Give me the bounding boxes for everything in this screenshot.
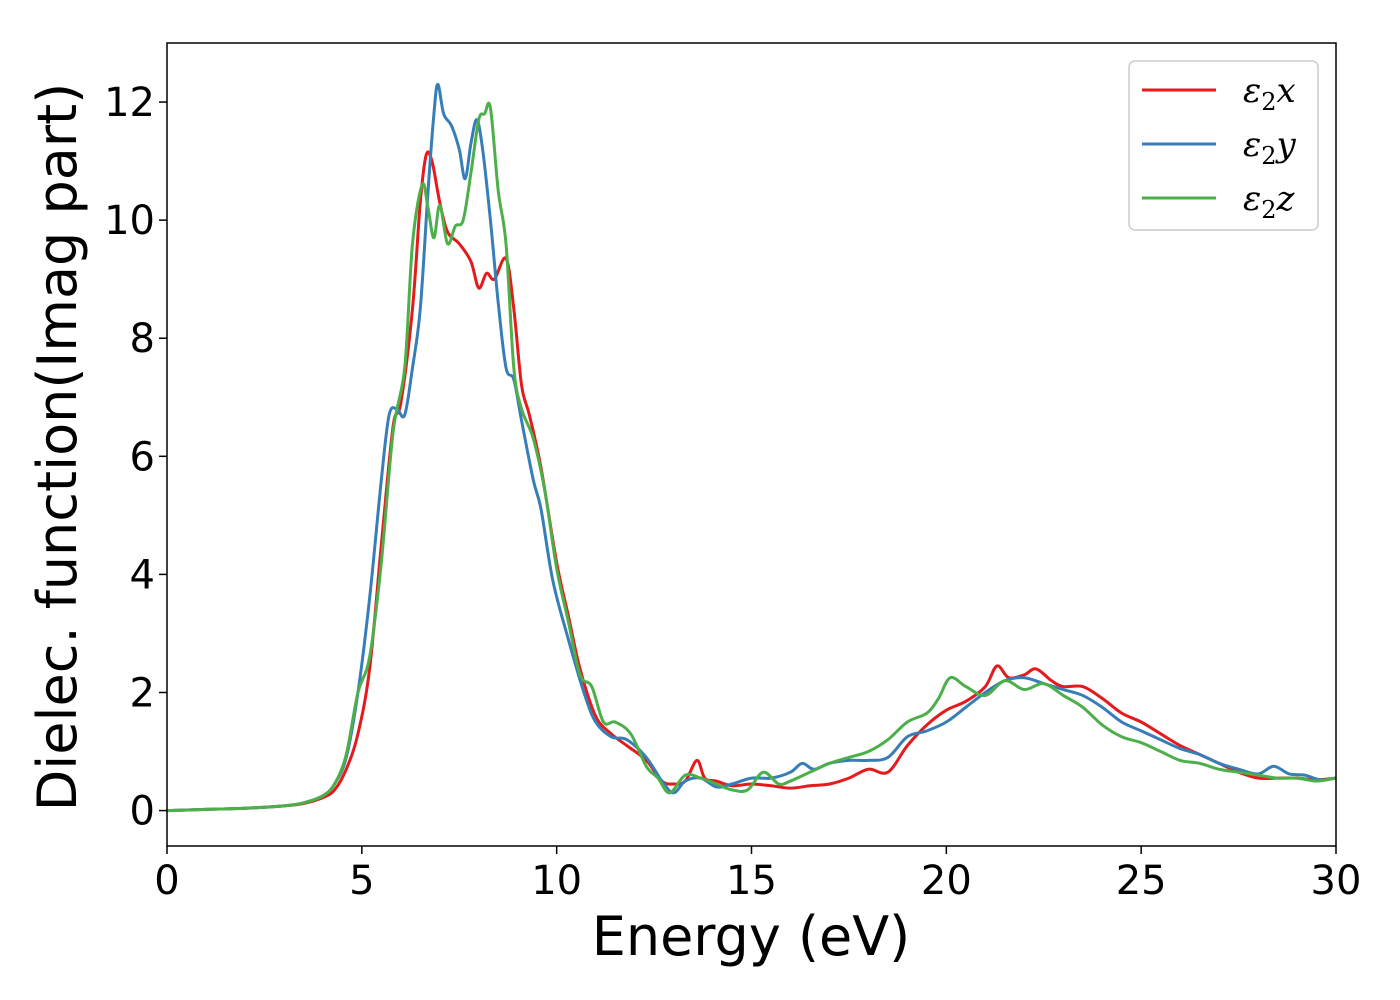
y-tick-label: 12 <box>104 80 155 126</box>
x-tick-label: 5 <box>349 858 374 904</box>
legend-label-x: ε2x <box>1243 71 1296 116</box>
x-axis-title: Energy (eV) <box>592 905 911 968</box>
legend-subscript: 2 <box>1261 142 1276 170</box>
legend-variable: z <box>1276 179 1296 219</box>
legend-subscript: 2 <box>1261 196 1276 224</box>
y-axis: 0 2 4 6 8 10 12 <box>104 80 167 835</box>
legend-symbol: ε <box>1243 71 1261 111</box>
x-tick-label: 10 <box>531 858 582 904</box>
x-tick-label: 25 <box>1116 858 1167 904</box>
y-tick-label: 8 <box>130 316 155 362</box>
x-tick-label: 20 <box>921 858 972 904</box>
legend-symbol: ε <box>1243 179 1261 219</box>
legend-subscript: 2 <box>1261 88 1276 116</box>
x-axis: 0 5 10 15 20 25 30 <box>154 846 1361 904</box>
series-layer <box>167 82 1336 813</box>
legend-box <box>1128 60 1319 231</box>
y-tick-label: 2 <box>130 670 155 716</box>
series-line-z <box>167 101 1336 813</box>
y-axis-title: Dielec. function(Imag part) <box>26 83 89 812</box>
y-tick-label: 4 <box>130 552 155 598</box>
legend-label-z: ε2z <box>1243 179 1296 224</box>
x-tick-label: 0 <box>154 858 179 904</box>
x-tick-label: 15 <box>726 858 777 904</box>
legend-label-y: ε2y <box>1243 125 1297 170</box>
y-tick-label: 6 <box>130 434 155 480</box>
y-tick-label: 0 <box>130 789 155 835</box>
series-line-x <box>167 150 1336 813</box>
y-tick-label: 10 <box>104 198 155 244</box>
legend-symbol: ε <box>1243 125 1261 165</box>
x-tick-label: 30 <box>1311 858 1362 904</box>
series-line-y <box>167 82 1336 813</box>
legend-variable: x <box>1277 71 1296 111</box>
legend-variable: y <box>1275 125 1297 165</box>
